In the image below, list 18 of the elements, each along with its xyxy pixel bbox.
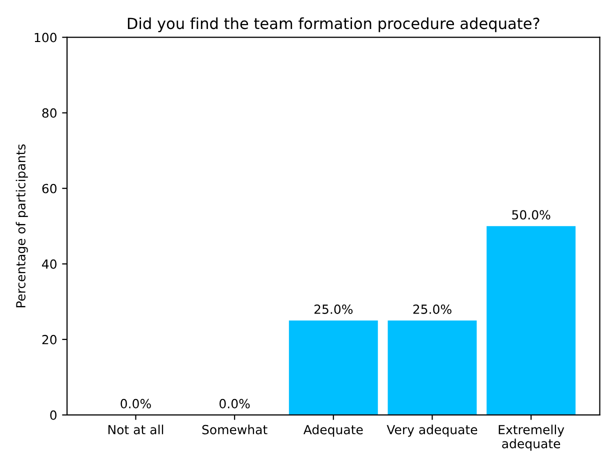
y-tick-label: 80 — [42, 108, 56, 118]
y-axis-title: Percentage of participants — [16, 144, 28, 308]
x-tick-label: Not at all — [108, 424, 164, 434]
x-tick-label: Somewhat — [202, 424, 268, 434]
y-tick-label: 0 — [50, 410, 56, 420]
y-tick-label: 20 — [42, 334, 56, 344]
data-label: 50.0% — [512, 210, 550, 220]
x-tick-label: Extremelly adequate — [498, 424, 564, 451]
data-label: 25.0% — [413, 304, 452, 314]
chart-title: Did you find the team formation procedure adequate? — [128, 17, 540, 32]
data-label: 0.0% — [120, 398, 151, 408]
x-tick-label: Adequate — [303, 424, 363, 437]
data-label: 0.0% — [220, 398, 250, 408]
y-tick-label: 100 — [34, 32, 56, 42]
y-tick-label: 40 — [42, 259, 56, 269]
x-tick-label: Very adequate — [386, 424, 478, 437]
y-tick-label: 60 — [42, 184, 56, 194]
data-label: 25.0% — [314, 304, 353, 314]
